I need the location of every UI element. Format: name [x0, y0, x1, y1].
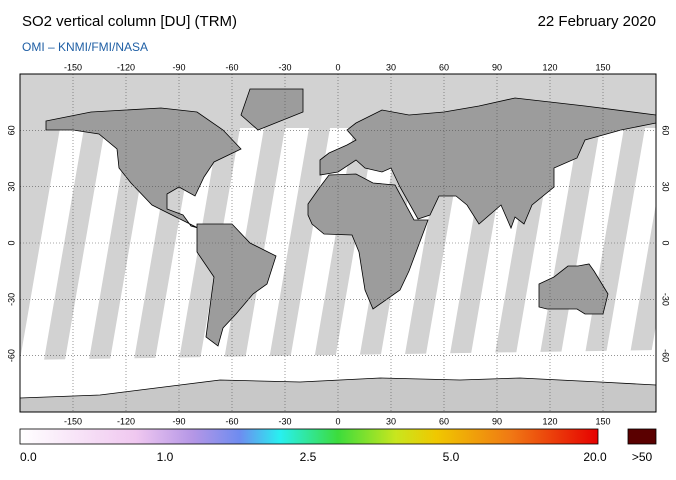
colorbar-label: 0.0	[20, 450, 37, 464]
swath	[65, 128, 129, 360]
lat-label-left: 60	[6, 125, 16, 135]
lon-label-top: 30	[386, 62, 396, 72]
australia	[538, 263, 609, 315]
lon-label-bottom: -150	[64, 416, 82, 426]
map-border	[19, 73, 657, 413]
colorbar	[19, 428, 599, 445]
lon-label-bottom: 90	[492, 416, 502, 426]
lon-label-top: 90	[492, 62, 502, 72]
lat-label-left: -60	[6, 349, 16, 362]
map	[20, 74, 656, 412]
lat-label-left: 0	[6, 240, 16, 245]
lon-label-bottom: -90	[172, 416, 185, 426]
swath	[515, 128, 579, 360]
lon-label-top: -120	[117, 62, 135, 72]
subtitle: OMI – KNMI/FMI/NASA	[22, 40, 148, 54]
colorbar-label: 20.0	[583, 450, 607, 464]
colorbar-label: 1.0	[157, 450, 174, 464]
colorbar-label: >50	[632, 450, 653, 464]
swath	[155, 128, 219, 360]
lon-label-bottom: 120	[542, 416, 557, 426]
lon-label-top: 0	[335, 62, 340, 72]
lat-label-right: 60	[661, 125, 671, 135]
lon-label-top: 150	[595, 62, 610, 72]
colorbar-label: 2.5	[300, 450, 317, 464]
lon-label-bottom: -60	[225, 416, 238, 426]
lon-label-top: 120	[542, 62, 557, 72]
africa	[307, 173, 429, 310]
lat-label-right: 0	[661, 240, 671, 245]
colorbar-overflow	[627, 428, 657, 445]
colorbar-label: 5.0	[443, 450, 460, 464]
swath	[605, 128, 656, 360]
greenland	[240, 88, 304, 131]
lon-label-bottom: -120	[117, 416, 135, 426]
lon-label-top: -60	[225, 62, 238, 72]
lat-label-left: 30	[6, 182, 16, 192]
swath	[20, 128, 84, 360]
lon-label-bottom: 150	[595, 416, 610, 426]
date: 22 February 2020	[538, 13, 656, 30]
swath	[245, 128, 309, 360]
lat-label-left: -30	[6, 293, 16, 306]
lon-label-bottom: 30	[386, 416, 396, 426]
lon-label-top: -30	[278, 62, 291, 72]
lon-label-top: 60	[439, 62, 449, 72]
lon-label-bottom: 0	[335, 416, 340, 426]
lon-label-top: -90	[172, 62, 185, 72]
lat-label-right: -30	[661, 293, 671, 306]
lon-label-bottom: 60	[439, 416, 449, 426]
south-america	[196, 223, 277, 347]
graticule	[20, 74, 656, 412]
lat-label-right: 30	[661, 182, 671, 192]
north-america	[45, 107, 242, 229]
title: SO2 vertical column [DU] (TRM)	[22, 13, 237, 30]
lon-label-top: -150	[64, 62, 82, 72]
lon-label-bottom: -30	[278, 416, 291, 426]
lat-label-right: -60	[661, 349, 671, 362]
